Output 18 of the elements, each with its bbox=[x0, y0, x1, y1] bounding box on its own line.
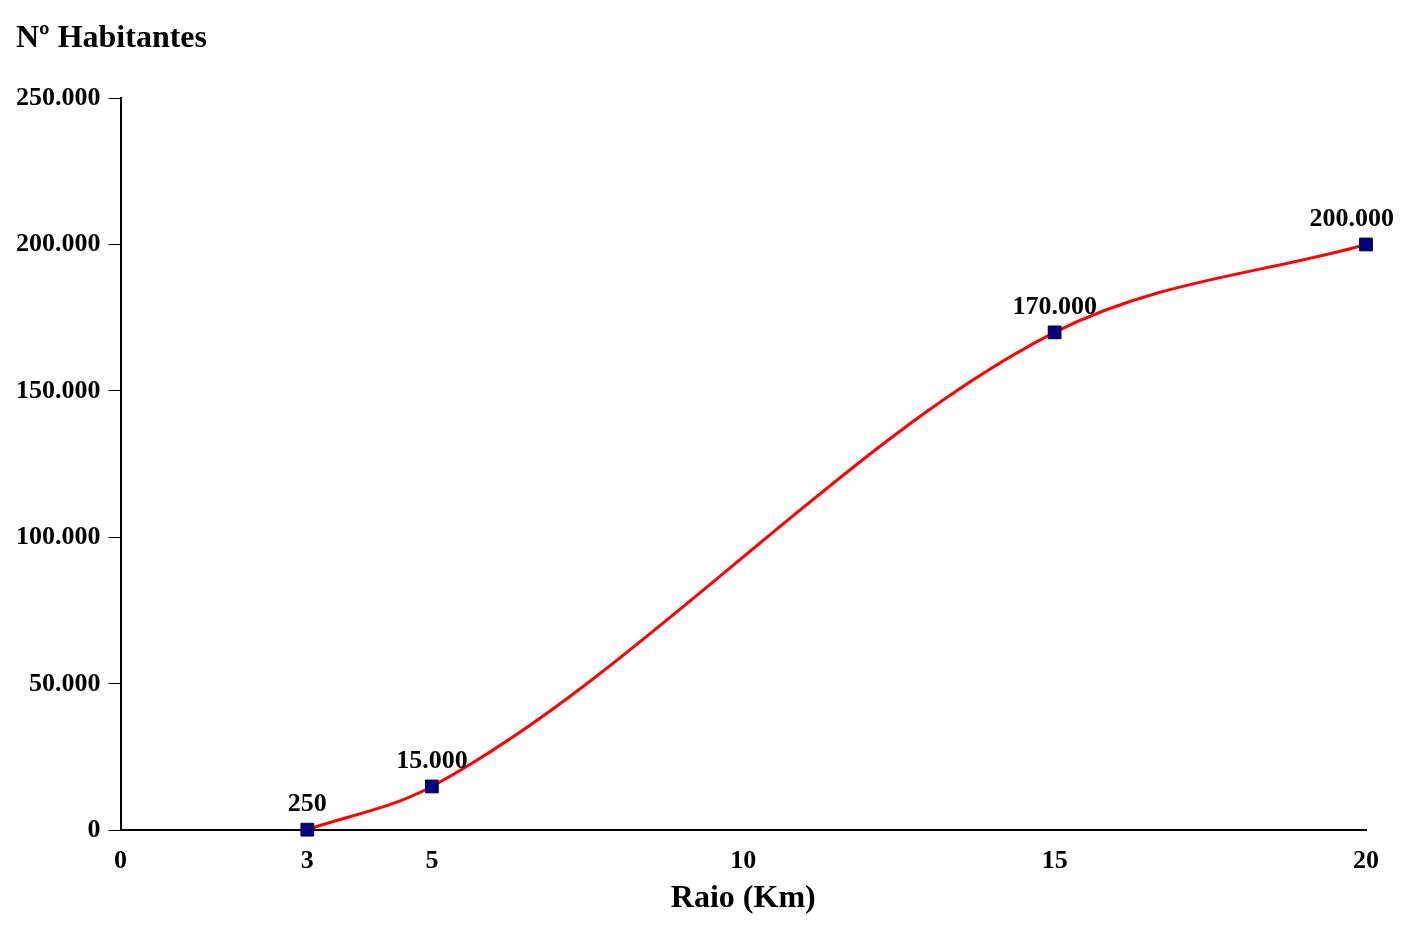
x-tick-label: 15 bbox=[1041, 844, 1068, 874]
x-axis-title: Raio (Km) bbox=[670, 878, 816, 915]
x-tick-label: 20 bbox=[1353, 844, 1379, 874]
y-tick-label: 150.000 bbox=[16, 374, 101, 404]
x-tick-label: 10 bbox=[730, 844, 757, 874]
data-label: 200.000 bbox=[1309, 203, 1394, 233]
data-label: 250 bbox=[287, 788, 327, 818]
y-tick-label: 200.000 bbox=[16, 228, 101, 258]
y-tick-label: 50.000 bbox=[29, 667, 101, 697]
x-tick-label: 0 bbox=[114, 844, 127, 874]
y-tick-label: 0 bbox=[87, 814, 101, 844]
data-label: 170.000 bbox=[1012, 291, 1097, 321]
y-axis-title: Nº Habitantes bbox=[16, 18, 208, 55]
data-label: 15.000 bbox=[396, 745, 468, 775]
y-tick-label: 250.000 bbox=[16, 81, 101, 111]
y-tick-label: 100.000 bbox=[16, 521, 101, 551]
x-tick-label: 5 bbox=[425, 844, 439, 874]
x-tick-label: 3 bbox=[300, 844, 314, 874]
